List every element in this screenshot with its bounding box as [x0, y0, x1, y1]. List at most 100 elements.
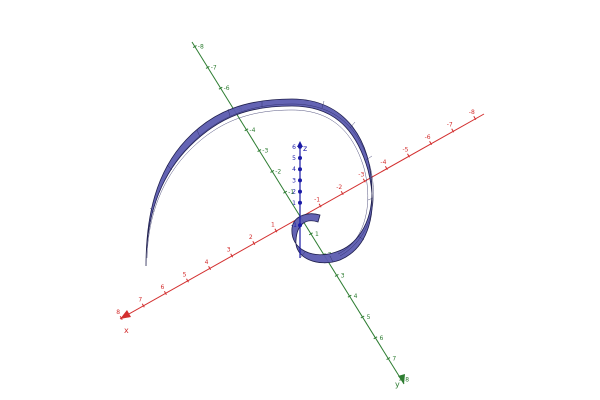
x-tick-label: -2 — [336, 184, 342, 191]
y-tick-label: -4 — [249, 127, 255, 134]
y-tick-label: -7 — [211, 64, 217, 71]
x-tick-mark — [340, 190, 344, 196]
y-tick-label: 4 — [354, 293, 358, 300]
z-tick-mark — [298, 200, 302, 205]
x-tick-label: 8 — [116, 309, 120, 316]
x-tick-mark — [407, 153, 410, 158]
y-tick-mark — [334, 273, 339, 277]
x-tick-mark — [252, 240, 256, 246]
z-tick-mark — [298, 167, 302, 172]
ribbon-grid-line — [149, 207, 155, 213]
x-tick-mark — [362, 178, 366, 183]
x-tick-mark — [208, 265, 212, 271]
x-tick-label: -8 — [469, 109, 475, 116]
ribbon-grid-line — [299, 251, 306, 259]
z-tick-label: 3 — [292, 177, 296, 184]
x-axis-ticks: -8 -7 -6 -5 -4 -3 -2 -1 1 2 3 4 5 6 7 8 — [116, 109, 477, 321]
y-tick-mark — [257, 149, 262, 153]
y-tick-mark — [399, 377, 404, 381]
y-tick-label: 7 — [392, 356, 396, 363]
y-tick-mark — [270, 169, 275, 173]
ribbon-grid-line — [146, 103, 374, 257]
y-tick-mark — [347, 294, 352, 298]
z-tick-mark — [298, 223, 302, 228]
x-tick-label: 2 — [249, 234, 253, 241]
ribbon-grid-line — [227, 108, 231, 117]
x-tick-label: -7 — [447, 122, 453, 129]
x-tick-label: 7 — [138, 297, 142, 304]
x-tick-label: 1 — [271, 222, 275, 229]
y-tick-mark — [283, 190, 288, 194]
x-tick-label: 6 — [160, 284, 164, 291]
x-tick-label: 3 — [227, 247, 231, 254]
x-tick-label: -5 — [403, 147, 409, 154]
y-tick-label: -2 — [275, 168, 281, 175]
x-tick-label: 4 — [205, 259, 209, 266]
x-tick-mark — [230, 253, 234, 258]
x-tick-label: -1 — [314, 197, 320, 204]
ribbon-grid-line — [365, 155, 373, 161]
ribbon-grid-line — [357, 235, 365, 241]
z-tick-label: 5 — [292, 155, 296, 162]
ribbon-grid-line — [329, 255, 334, 263]
ribbon-grid-line — [146, 109, 369, 259]
x-tick-mark — [318, 203, 322, 208]
ribbon-grid-line — [166, 164, 173, 171]
spiral-ribbon-grid — [146, 100, 374, 263]
y-tick-mark — [244, 128, 249, 132]
z-tick-label: 6 — [292, 144, 296, 151]
y-tick-mark — [386, 357, 391, 361]
y-tick-mark — [218, 86, 223, 90]
y-tick-label: 8 — [405, 376, 409, 383]
y-tick-label: 3 — [341, 272, 345, 279]
z-tick-mark — [298, 156, 302, 160]
y-tick-mark — [192, 45, 197, 49]
x-tick-mark — [141, 303, 145, 308]
y-axis-ticks: -8 -7 -6 -5 -4 -3 -2 -1 1 2 3 4 5 6 7 8 — [192, 44, 409, 383]
z-tick-label: 2 — [292, 189, 296, 196]
x-tick-label: -6 — [425, 134, 431, 141]
z-tick-label: 4 — [292, 166, 296, 173]
y-tick-label: -1 — [288, 189, 294, 196]
z-axis-label: z — [303, 144, 307, 153]
y-tick-label: -6 — [224, 85, 230, 92]
x-tick-mark — [274, 228, 278, 233]
spiral-ribbon-surface[interactable] — [145, 98, 374, 267]
y-axis: -8 -7 -6 -5 -4 -3 -2 -1 1 2 3 4 5 6 7 8 y — [191, 41, 409, 389]
ribbon-grid-line — [321, 100, 325, 109]
z-tick-mark — [298, 178, 302, 183]
y-tick-mark — [308, 232, 313, 236]
x-tick-mark — [384, 165, 388, 171]
y-axis-label: y — [395, 380, 400, 389]
y-tick-label: -3 — [262, 148, 268, 155]
x-tick-mark — [473, 115, 477, 121]
x-tick-mark — [119, 315, 123, 321]
y-tick-mark — [360, 315, 365, 319]
x-tick-label: -4 — [380, 159, 386, 166]
x-tick-label: -3 — [358, 172, 364, 179]
ribbon-grid-line — [196, 129, 201, 138]
y-tick-label: 5 — [367, 314, 371, 321]
x-axis-label: x — [124, 326, 129, 335]
x-axis-arrow-icon — [120, 310, 131, 319]
ribbon-grid-line — [349, 121, 356, 129]
z-tick-label: -1 — [291, 222, 297, 229]
z-tick-mark — [298, 189, 302, 194]
ribbon-grid-line — [367, 197, 374, 201]
y-tick-label: -8 — [198, 44, 204, 51]
z-axis: -1 1 2 3 4 5 6 z — [291, 141, 307, 258]
x-tick-mark — [186, 278, 189, 283]
z-axis-ticks: -1 1 2 3 4 5 6 — [291, 144, 302, 229]
y-tick-label: 6 — [379, 335, 383, 342]
y-tick-mark — [205, 65, 210, 69]
y-tick-label: 1 — [315, 231, 319, 238]
y-tick-mark — [373, 336, 378, 340]
x-tick-mark — [429, 140, 433, 146]
z-tick-label: 1 — [292, 200, 296, 207]
z-tick-mark — [298, 144, 302, 149]
x-tick-mark — [163, 290, 167, 296]
y-axis-line — [191, 41, 405, 385]
x-tick-label: 5 — [183, 272, 187, 279]
x-tick-mark — [451, 128, 455, 133]
